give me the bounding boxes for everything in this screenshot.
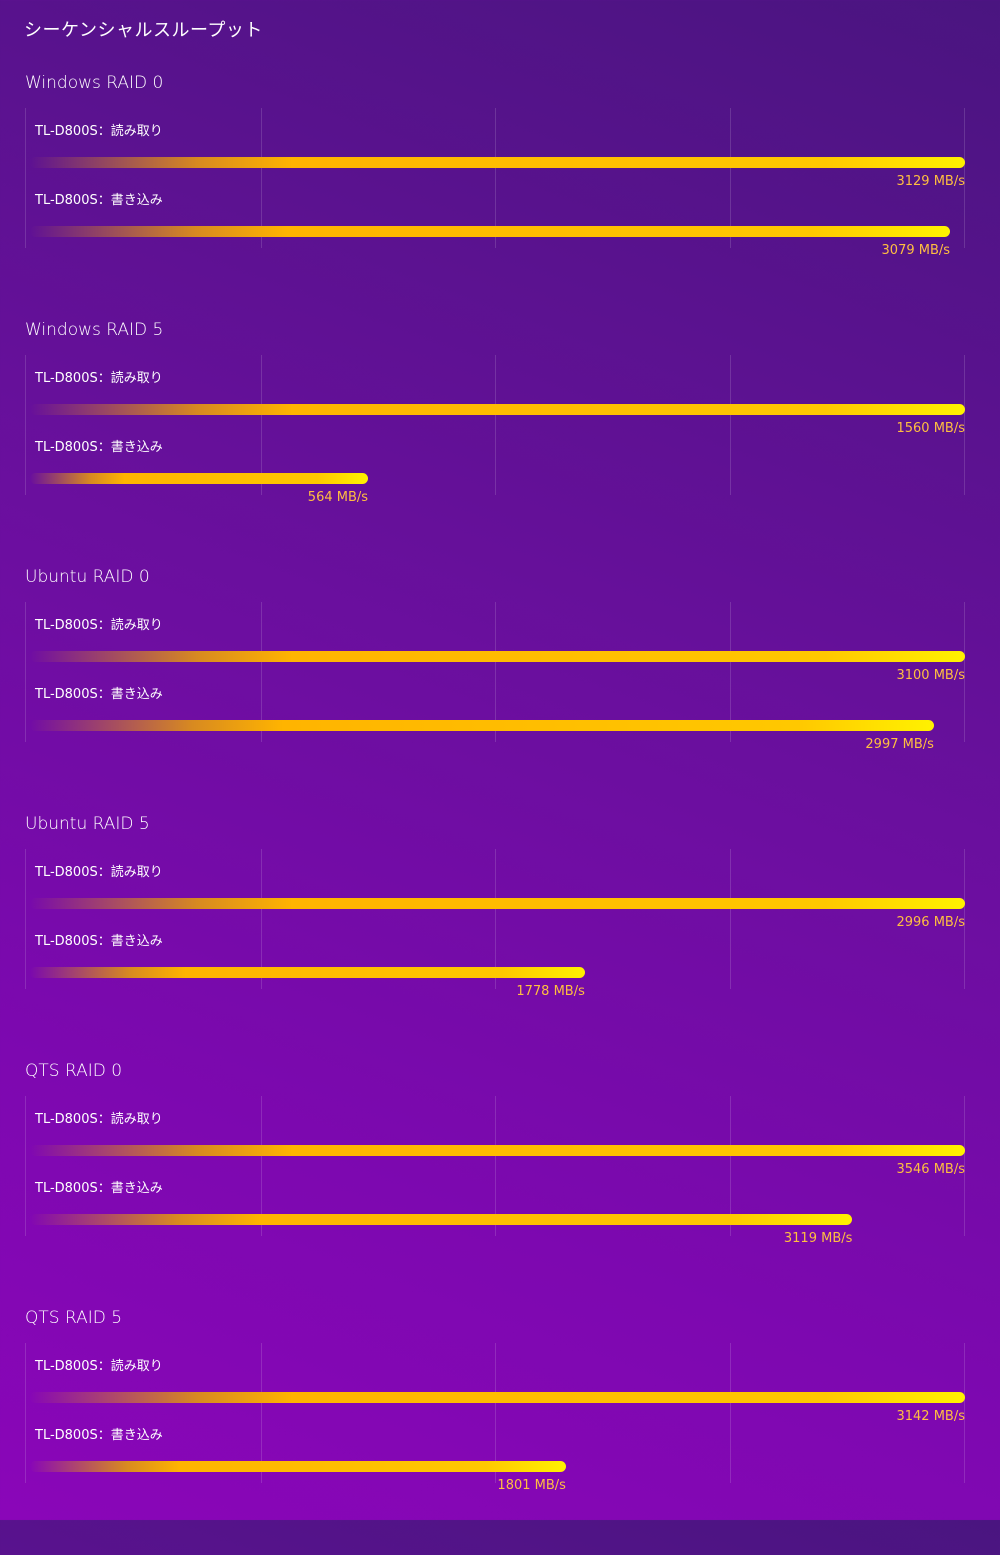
bar bbox=[30, 1461, 566, 1472]
group-title: Windows RAID 5 bbox=[25, 320, 164, 340]
grid-line bbox=[964, 355, 965, 495]
grid-line bbox=[25, 108, 26, 248]
series-label: TL-D800S：読み取り bbox=[35, 1359, 163, 1374]
data-label: 1778 MB/s bbox=[516, 984, 585, 999]
grid-line bbox=[495, 108, 496, 248]
grid-line bbox=[25, 602, 26, 742]
grid-line bbox=[261, 849, 262, 989]
grid-line bbox=[261, 1343, 262, 1483]
grid-line bbox=[964, 849, 965, 989]
grid-line bbox=[730, 1096, 731, 1236]
grid bbox=[0, 1343, 1000, 1483]
bar bbox=[30, 226, 951, 237]
group-title: Ubuntu RAID 5 bbox=[25, 814, 150, 834]
data-label: 2996 MB/s bbox=[896, 915, 965, 930]
bar bbox=[30, 157, 965, 168]
grid-line bbox=[25, 1343, 26, 1483]
group-title: Windows RAID 0 bbox=[25, 73, 164, 93]
series-label: TL-D800S：書き込み bbox=[35, 440, 163, 455]
group-title: QTS RAID 5 bbox=[25, 1308, 123, 1328]
grid-line bbox=[25, 849, 26, 989]
grid-line bbox=[964, 602, 965, 742]
series-label: TL-D800S：読み取り bbox=[35, 371, 163, 386]
data-label: 3142 MB/s bbox=[896, 1409, 965, 1424]
grid-line bbox=[964, 1343, 965, 1483]
grid-line bbox=[261, 602, 262, 742]
bar bbox=[30, 720, 934, 731]
grid-line bbox=[730, 849, 731, 989]
bar bbox=[30, 1145, 965, 1156]
group-title: QTS RAID 0 bbox=[25, 1061, 123, 1081]
grid-line bbox=[964, 108, 965, 248]
grid-line bbox=[730, 602, 731, 742]
series-label: TL-D800S：読み取り bbox=[35, 124, 163, 139]
data-label: 3100 MB/s bbox=[896, 668, 965, 683]
series-label: TL-D800S：書き込み bbox=[35, 193, 163, 208]
grid-line bbox=[730, 355, 731, 495]
data-label: 3119 MB/s bbox=[783, 1231, 853, 1246]
bar bbox=[30, 1214, 853, 1225]
chart-group: QTS RAID 5 TL-D800S：読み取り 3142 MB/s TL-D800S… bbox=[0, 1308, 1000, 1555]
chart-group: QTS RAID 0 TL-D800S：読み取り 3546 MB/s TL-D800S… bbox=[0, 1061, 1000, 1308]
grid-line bbox=[964, 1096, 965, 1236]
chart-group: Windows RAID 5 TL-D800S：読み取り 1560 MB/s TL-D… bbox=[0, 320, 1000, 567]
data-label: 3079 MB/s bbox=[881, 243, 951, 258]
series-label: TL-D800S：書き込み bbox=[35, 1428, 163, 1443]
data-label: 1560 MB/s bbox=[896, 421, 965, 436]
series-label: TL-D800S：書き込み bbox=[35, 687, 163, 702]
grid bbox=[0, 602, 1000, 742]
series-label: TL-D800S：書き込み bbox=[35, 1181, 163, 1196]
bar bbox=[30, 1392, 965, 1403]
data-label: 1801 MB/s bbox=[497, 1478, 566, 1493]
bar bbox=[30, 651, 965, 662]
series-label: TL-D800S：読み取り bbox=[35, 865, 163, 880]
bar bbox=[30, 967, 585, 978]
grid-line bbox=[495, 355, 496, 495]
grid-line bbox=[495, 1096, 496, 1236]
grid-line bbox=[495, 1343, 496, 1483]
grid-line bbox=[261, 355, 262, 495]
bar bbox=[30, 404, 965, 415]
grid-line bbox=[25, 1096, 26, 1236]
data-label: 564 MB/s bbox=[307, 490, 369, 505]
data-label: 3129 MB/s bbox=[896, 174, 965, 189]
data-label: 3546 MB/s bbox=[896, 1162, 965, 1177]
grid bbox=[0, 108, 1000, 248]
chart-group: Windows RAID 0 TL-D800S：読み取り 3129 MB/s TL-D… bbox=[0, 73, 1000, 320]
grid-line bbox=[261, 108, 262, 248]
series-label: TL-D800S：書き込み bbox=[35, 934, 163, 949]
data-label: 2997 MB/s bbox=[865, 737, 934, 752]
grid-line bbox=[495, 849, 496, 989]
grid-line bbox=[261, 1096, 262, 1236]
bar bbox=[30, 898, 965, 909]
grid-line bbox=[730, 1343, 731, 1483]
grid bbox=[0, 355, 1000, 495]
grid-line bbox=[730, 108, 731, 248]
grid bbox=[0, 849, 1000, 989]
chart-group: Ubuntu RAID 0 TL-D800S：読み取り 3100 MB/s TL-D8… bbox=[0, 567, 1000, 814]
grid-line bbox=[495, 602, 496, 742]
bar bbox=[30, 473, 369, 484]
grid bbox=[0, 1096, 1000, 1236]
chart-group: Ubuntu RAID 5 TL-D800S：読み取り 2996 MB/s TL-D8… bbox=[0, 814, 1000, 1061]
grid-line bbox=[25, 355, 26, 495]
series-label: TL-D800S：読み取り bbox=[35, 618, 163, 633]
group-title: Ubuntu RAID 0 bbox=[25, 567, 150, 587]
series-label: TL-D800S：読み取り bbox=[35, 1112, 163, 1127]
page-title: シーケンシャルスループット bbox=[24, 20, 263, 41]
